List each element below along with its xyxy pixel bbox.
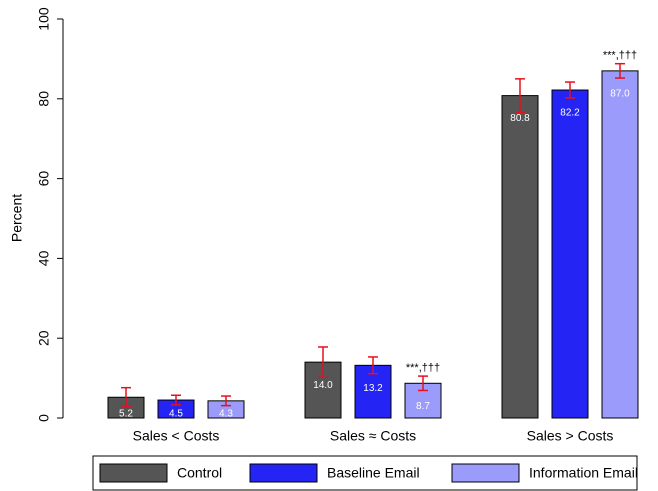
value-label: 4.3 bbox=[219, 409, 233, 420]
error-bar bbox=[515, 78, 525, 114]
annotation: ***,††† bbox=[603, 50, 637, 62]
value-label: 80.8 bbox=[510, 113, 530, 124]
x-tick-label: Sales < Costs bbox=[133, 428, 220, 444]
x-tick-label: Sales ≈ Costs bbox=[330, 428, 416, 444]
legend-box bbox=[92, 455, 638, 491]
value-label: 13.2 bbox=[363, 383, 383, 394]
y-tick-label: 100 bbox=[36, 7, 52, 31]
error-bar bbox=[565, 81, 575, 99]
y-tick-label: 20 bbox=[36, 330, 52, 346]
legend-label: Baseline Email bbox=[327, 465, 420, 481]
legend-swatch bbox=[99, 463, 168, 483]
value-label: 4.5 bbox=[169, 409, 183, 420]
error-bar bbox=[121, 386, 131, 408]
value-label: 14.0 bbox=[313, 380, 333, 391]
error-bar bbox=[171, 394, 181, 406]
y-tick-label: 0 bbox=[36, 414, 52, 422]
y-tick-label: 60 bbox=[36, 171, 52, 187]
legend-label: Control bbox=[177, 465, 222, 481]
value-label: 5.2 bbox=[119, 409, 133, 420]
bar bbox=[501, 95, 539, 419]
value-label: 87.0 bbox=[610, 89, 630, 100]
legend-swatch bbox=[249, 463, 318, 483]
bar bbox=[601, 70, 639, 419]
y-axis-label: Percent bbox=[9, 194, 25, 242]
bar bbox=[551, 89, 589, 419]
annotation: ***,††† bbox=[406, 362, 440, 374]
legend-swatch bbox=[451, 463, 520, 483]
bar bbox=[354, 364, 392, 419]
y-tick-label: 80 bbox=[36, 91, 52, 107]
x-tick-label: Sales > Costs bbox=[527, 428, 614, 444]
error-bar bbox=[418, 375, 428, 392]
y-tick-label: 40 bbox=[36, 250, 52, 266]
error-bar bbox=[368, 356, 378, 375]
legend-label: Information Email bbox=[529, 465, 638, 481]
error-bar bbox=[615, 62, 625, 79]
value-label: 82.2 bbox=[560, 108, 580, 119]
error-bar bbox=[318, 346, 328, 379]
value-label: 8.7 bbox=[416, 401, 430, 412]
error-bar bbox=[221, 395, 231, 407]
